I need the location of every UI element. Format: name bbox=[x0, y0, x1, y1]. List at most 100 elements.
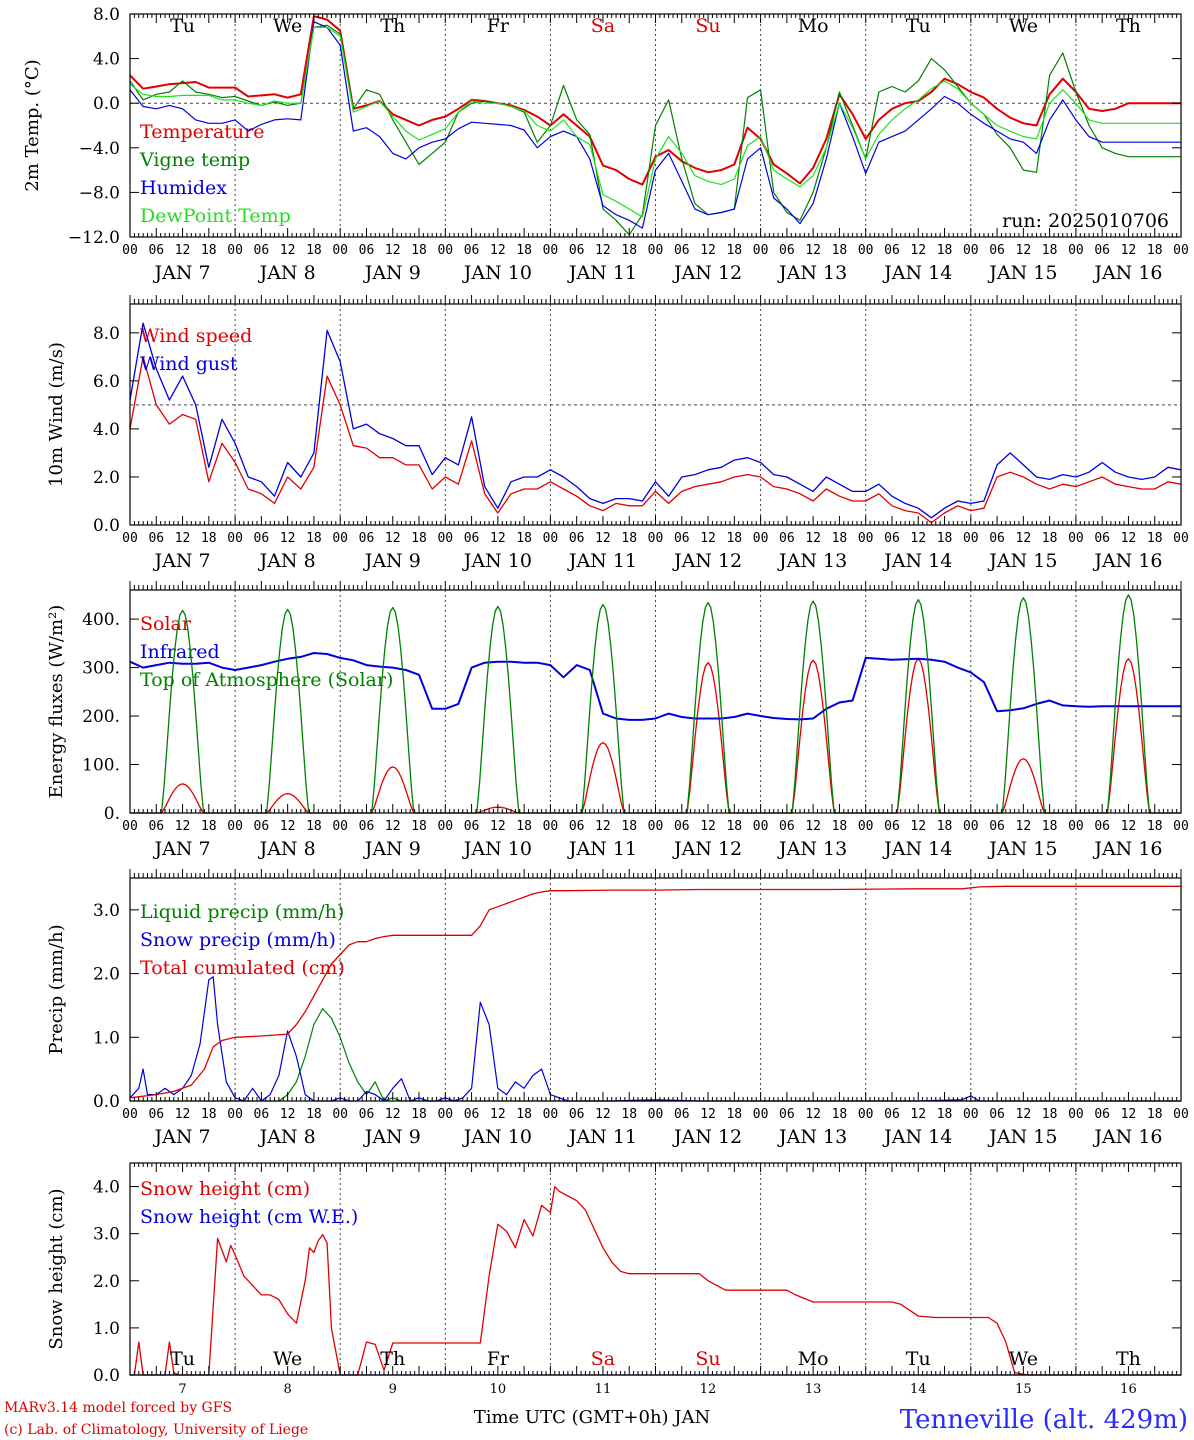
y-tick-label: 4.0 bbox=[93, 50, 120, 70]
date-label: JAN 11 bbox=[567, 550, 637, 572]
hour-tick-label: 00 bbox=[437, 243, 453, 258]
station-label: Tenneville (alt. 429m) bbox=[900, 1405, 1188, 1435]
hour-tick-label: 18 bbox=[1147, 531, 1163, 546]
hour-tick-label: 00 bbox=[753, 531, 769, 546]
hour-tick-label: 00 bbox=[122, 1107, 138, 1122]
date-label: JAN 13 bbox=[777, 1126, 847, 1148]
hour-tick-label: 12 bbox=[1121, 243, 1137, 258]
hour-tick-label: 06 bbox=[884, 1107, 900, 1122]
hour-tick-label: 12 bbox=[1121, 819, 1137, 834]
hour-tick-label: 00 bbox=[437, 531, 453, 546]
hour-tick-label: 12 bbox=[805, 1107, 821, 1122]
day-number-label: 13 bbox=[805, 1382, 822, 1397]
legend-entry: Total cumulated (cm) bbox=[140, 957, 345, 979]
hour-tick-label: 12 bbox=[175, 243, 191, 258]
y-tick-label: 0. bbox=[104, 804, 120, 824]
y-tick-label: −12.0 bbox=[68, 228, 120, 248]
hour-tick-label: 18 bbox=[726, 1107, 742, 1122]
hour-tick-label: 12 bbox=[175, 819, 191, 834]
legend-entry: Top of Atmosphere (Solar) bbox=[140, 669, 393, 691]
hour-tick-label: 12 bbox=[280, 243, 296, 258]
hour-tick-label: 12 bbox=[595, 1107, 611, 1122]
hour-tick-label: 12 bbox=[1016, 531, 1032, 546]
hour-tick-label: 06 bbox=[884, 819, 900, 834]
hour-tick-label: 18 bbox=[832, 243, 848, 258]
date-label: JAN 7 bbox=[153, 550, 211, 572]
hour-tick-label: 00 bbox=[648, 531, 664, 546]
hour-tick-label: 00 bbox=[122, 531, 138, 546]
hour-tick-label: 06 bbox=[148, 819, 164, 834]
weekday-label: We bbox=[1009, 1348, 1038, 1370]
weekday-label: Tu bbox=[906, 15, 931, 37]
weekday-label: Su bbox=[695, 15, 720, 37]
date-label: JAN 8 bbox=[258, 1126, 316, 1148]
hour-tick-label: 18 bbox=[201, 531, 217, 546]
hour-tick-label: 18 bbox=[1147, 1107, 1163, 1122]
hour-tick-label: 00 bbox=[227, 1107, 243, 1122]
date-label: JAN 14 bbox=[882, 262, 952, 284]
hour-tick-label: 00 bbox=[963, 243, 979, 258]
hour-tick-label: 00 bbox=[332, 531, 348, 546]
hour-tick-label: 18 bbox=[201, 1107, 217, 1122]
hour-tick-label: 06 bbox=[359, 819, 375, 834]
legend-entry: Humidex bbox=[140, 177, 227, 199]
y-axis-title: Energy fluxes (W/m²) bbox=[46, 605, 67, 799]
hour-tick-label: 00 bbox=[227, 531, 243, 546]
date-label: JAN 8 bbox=[258, 550, 316, 572]
date-label: JAN 7 bbox=[153, 262, 211, 284]
panel-3: Solar Infrared Top of Atmosphere (Solar) 00… bbox=[46, 581, 1189, 860]
hour-tick-label: 18 bbox=[306, 531, 322, 546]
hour-tick-label: 12 bbox=[595, 819, 611, 834]
panel-5: Snow height (cm) Snow height (cm W.E.) 7 8 9… bbox=[46, 1162, 1182, 1397]
date-label: JAN 8 bbox=[258, 838, 316, 860]
hour-tick-label: 18 bbox=[306, 243, 322, 258]
date-label: JAN 9 bbox=[363, 1126, 421, 1148]
day-number-label: 9 bbox=[389, 1382, 397, 1397]
date-label: JAN 11 bbox=[567, 1126, 637, 1148]
legend-entry: DewPoint Temp bbox=[140, 205, 291, 227]
hour-tick-label: 12 bbox=[700, 819, 716, 834]
y-tick-label: 8.0 bbox=[93, 5, 120, 25]
date-label: JAN 15 bbox=[987, 550, 1057, 572]
x-axis-title: Time UTC (GMT+0h) JAN bbox=[474, 1407, 711, 1428]
hour-tick-label: 00 bbox=[1173, 819, 1189, 834]
hour-tick-label: 12 bbox=[595, 243, 611, 258]
legend-entry: Solar bbox=[140, 613, 192, 635]
hour-tick-label: 06 bbox=[359, 243, 375, 258]
hour-tick-label: 18 bbox=[621, 531, 637, 546]
hour-tick-label: 06 bbox=[674, 243, 690, 258]
y-tick-label: 2.0 bbox=[93, 1272, 120, 1292]
hour-tick-label: 12 bbox=[910, 1107, 926, 1122]
hour-tick-label: 06 bbox=[1094, 1107, 1110, 1122]
hour-tick-label: 12 bbox=[1016, 243, 1032, 258]
hour-tick-label: 06 bbox=[569, 243, 585, 258]
hour-tick-label: 18 bbox=[1042, 1107, 1058, 1122]
hour-tick-label: 06 bbox=[989, 819, 1005, 834]
day-number-label: 16 bbox=[1120, 1382, 1137, 1397]
hour-tick-label: 06 bbox=[254, 1107, 270, 1122]
weekday-label: Fr bbox=[487, 1348, 510, 1370]
hour-tick-label: 06 bbox=[148, 1107, 164, 1122]
hour-tick-label: 06 bbox=[884, 531, 900, 546]
hour-tick-label: 12 bbox=[385, 531, 401, 546]
hour-tick-label: 00 bbox=[963, 819, 979, 834]
hour-tick-label: 18 bbox=[832, 819, 848, 834]
date-label: JAN 10 bbox=[462, 550, 532, 572]
hour-tick-label: 00 bbox=[1068, 531, 1084, 546]
hour-tick-label: 06 bbox=[254, 819, 270, 834]
date-label: JAN 10 bbox=[462, 262, 532, 284]
hour-tick-label: 00 bbox=[753, 243, 769, 258]
hour-tick-label: 12 bbox=[910, 531, 926, 546]
day-number-label: 12 bbox=[700, 1382, 717, 1397]
weekday-label: Mo bbox=[798, 1348, 829, 1370]
hour-tick-label: 06 bbox=[884, 243, 900, 258]
weekday-label: Fr bbox=[487, 15, 510, 37]
hour-tick-label: 12 bbox=[700, 243, 716, 258]
day-number-label: 14 bbox=[910, 1382, 927, 1397]
day-number-label: 8 bbox=[284, 1382, 292, 1397]
y-tick-label: 0.0 bbox=[93, 1366, 120, 1386]
hour-tick-label: 18 bbox=[516, 243, 532, 258]
hour-tick-label: 18 bbox=[306, 1107, 322, 1122]
weekday-label: We bbox=[1009, 15, 1038, 37]
hour-tick-label: 12 bbox=[805, 531, 821, 546]
